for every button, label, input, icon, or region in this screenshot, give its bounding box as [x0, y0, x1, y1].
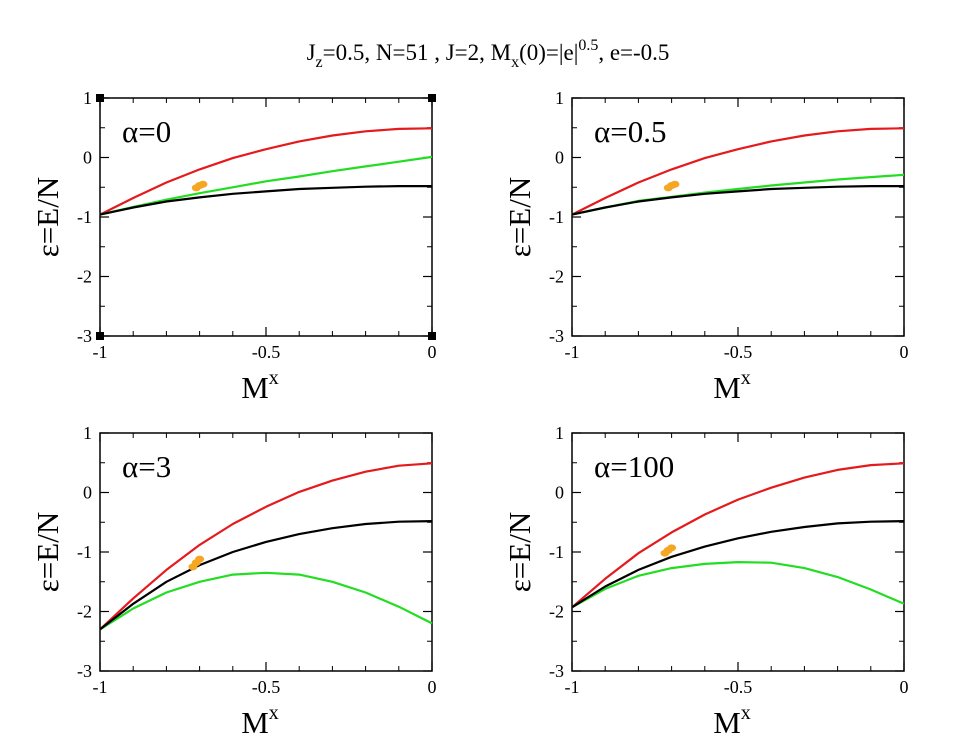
panel-label: α=100	[594, 449, 674, 484]
y-tick-label: 1	[555, 88, 564, 108]
y-tick-label: 0	[83, 148, 92, 168]
x-axis-label: Mx	[713, 367, 751, 405]
chart-panel-3: -1 -0.5 0 -3 -2 -1 0 1 α=3 Mx ε=E/N	[30, 423, 437, 740]
y-tick-label: 0	[83, 483, 92, 503]
series-line-black	[571, 185, 904, 216]
series-line-green	[99, 571, 433, 631]
x-tick-label: 0	[428, 342, 437, 362]
series-line-red	[99, 462, 433, 631]
x-axis-label: Mx	[241, 702, 279, 740]
y-tick-label: 1	[83, 423, 92, 443]
x-tick-label: -1	[93, 677, 108, 697]
y-tick-label: 0	[555, 148, 564, 168]
y-tick-label: -2	[549, 602, 564, 622]
y-tick-label: -3	[77, 661, 92, 681]
series-line-black	[571, 520, 905, 609]
data-cluster	[665, 181, 678, 191]
chart-panel-2: -1 -0.5 0 -3 -2 -1 0 1 α=0.5 Mx ε=E/N	[502, 88, 909, 405]
y-tick-label: -2	[77, 602, 92, 622]
series-line-green	[571, 173, 905, 216]
figure-title: Jz=0.5, N=51 , J=2, Mx(0)=|e|0.5, e=-0.5	[307, 37, 670, 71]
panel-label: α=3	[122, 449, 171, 484]
y-tick-label: 1	[83, 88, 92, 108]
series-line-black	[99, 520, 433, 631]
x-tick-label: 0	[900, 677, 909, 697]
y-tick-label: 1	[555, 423, 564, 443]
y-axis-label: ε=E/N	[30, 177, 65, 257]
series-line-red	[571, 462, 905, 609]
series-line-red	[99, 127, 433, 216]
x-tick-label: -1	[565, 677, 580, 697]
y-tick-label: -1	[77, 542, 92, 562]
y-tick-label: -2	[549, 267, 564, 287]
y-tick-label: -2	[77, 267, 92, 287]
panel-label: α=0	[122, 114, 171, 149]
y-tick-label: -3	[549, 326, 564, 346]
y-tick-label: -3	[549, 661, 564, 681]
data-cluster	[190, 556, 203, 570]
chart-panel-4: -1 -0.5 0 -3 -2 -1 0 1 α=100 Mx ε=E/N	[502, 423, 909, 740]
series-line-red	[571, 127, 905, 216]
y-tick-label: -1	[77, 207, 92, 227]
x-tick-label: 0	[428, 677, 437, 697]
y-tick-label: -1	[549, 207, 564, 227]
x-tick-label: -0.5	[252, 677, 281, 697]
panel-label: α=0.5	[594, 114, 666, 149]
y-tick-label: 0	[555, 483, 564, 503]
chart-panel-1: -1 -0.5 0 -3 -2 -1 0 1 α=0 Mx ε=E/N	[30, 88, 437, 405]
x-tick-label: -1	[93, 342, 108, 362]
x-tick-label: -1	[565, 342, 580, 362]
data-cluster	[662, 545, 675, 556]
data-cluster	[193, 181, 206, 191]
x-tick-label: -0.5	[724, 342, 753, 362]
x-axis-label: Mx	[713, 702, 751, 740]
y-axis-label: ε=E/N	[30, 512, 65, 592]
series-line-green	[99, 155, 433, 216]
x-tick-label: -0.5	[252, 342, 281, 362]
series-line-black	[99, 185, 432, 216]
y-axis-label: ε=E/N	[502, 512, 537, 592]
y-tick-label: -1	[549, 542, 564, 562]
x-tick-label: -0.5	[724, 677, 753, 697]
y-tick-label: -3	[77, 326, 92, 346]
series-line-green	[571, 560, 905, 609]
y-axis-label: ε=E/N	[502, 177, 537, 257]
x-axis-label: Mx	[241, 367, 279, 405]
x-tick-label: 0	[900, 342, 909, 362]
